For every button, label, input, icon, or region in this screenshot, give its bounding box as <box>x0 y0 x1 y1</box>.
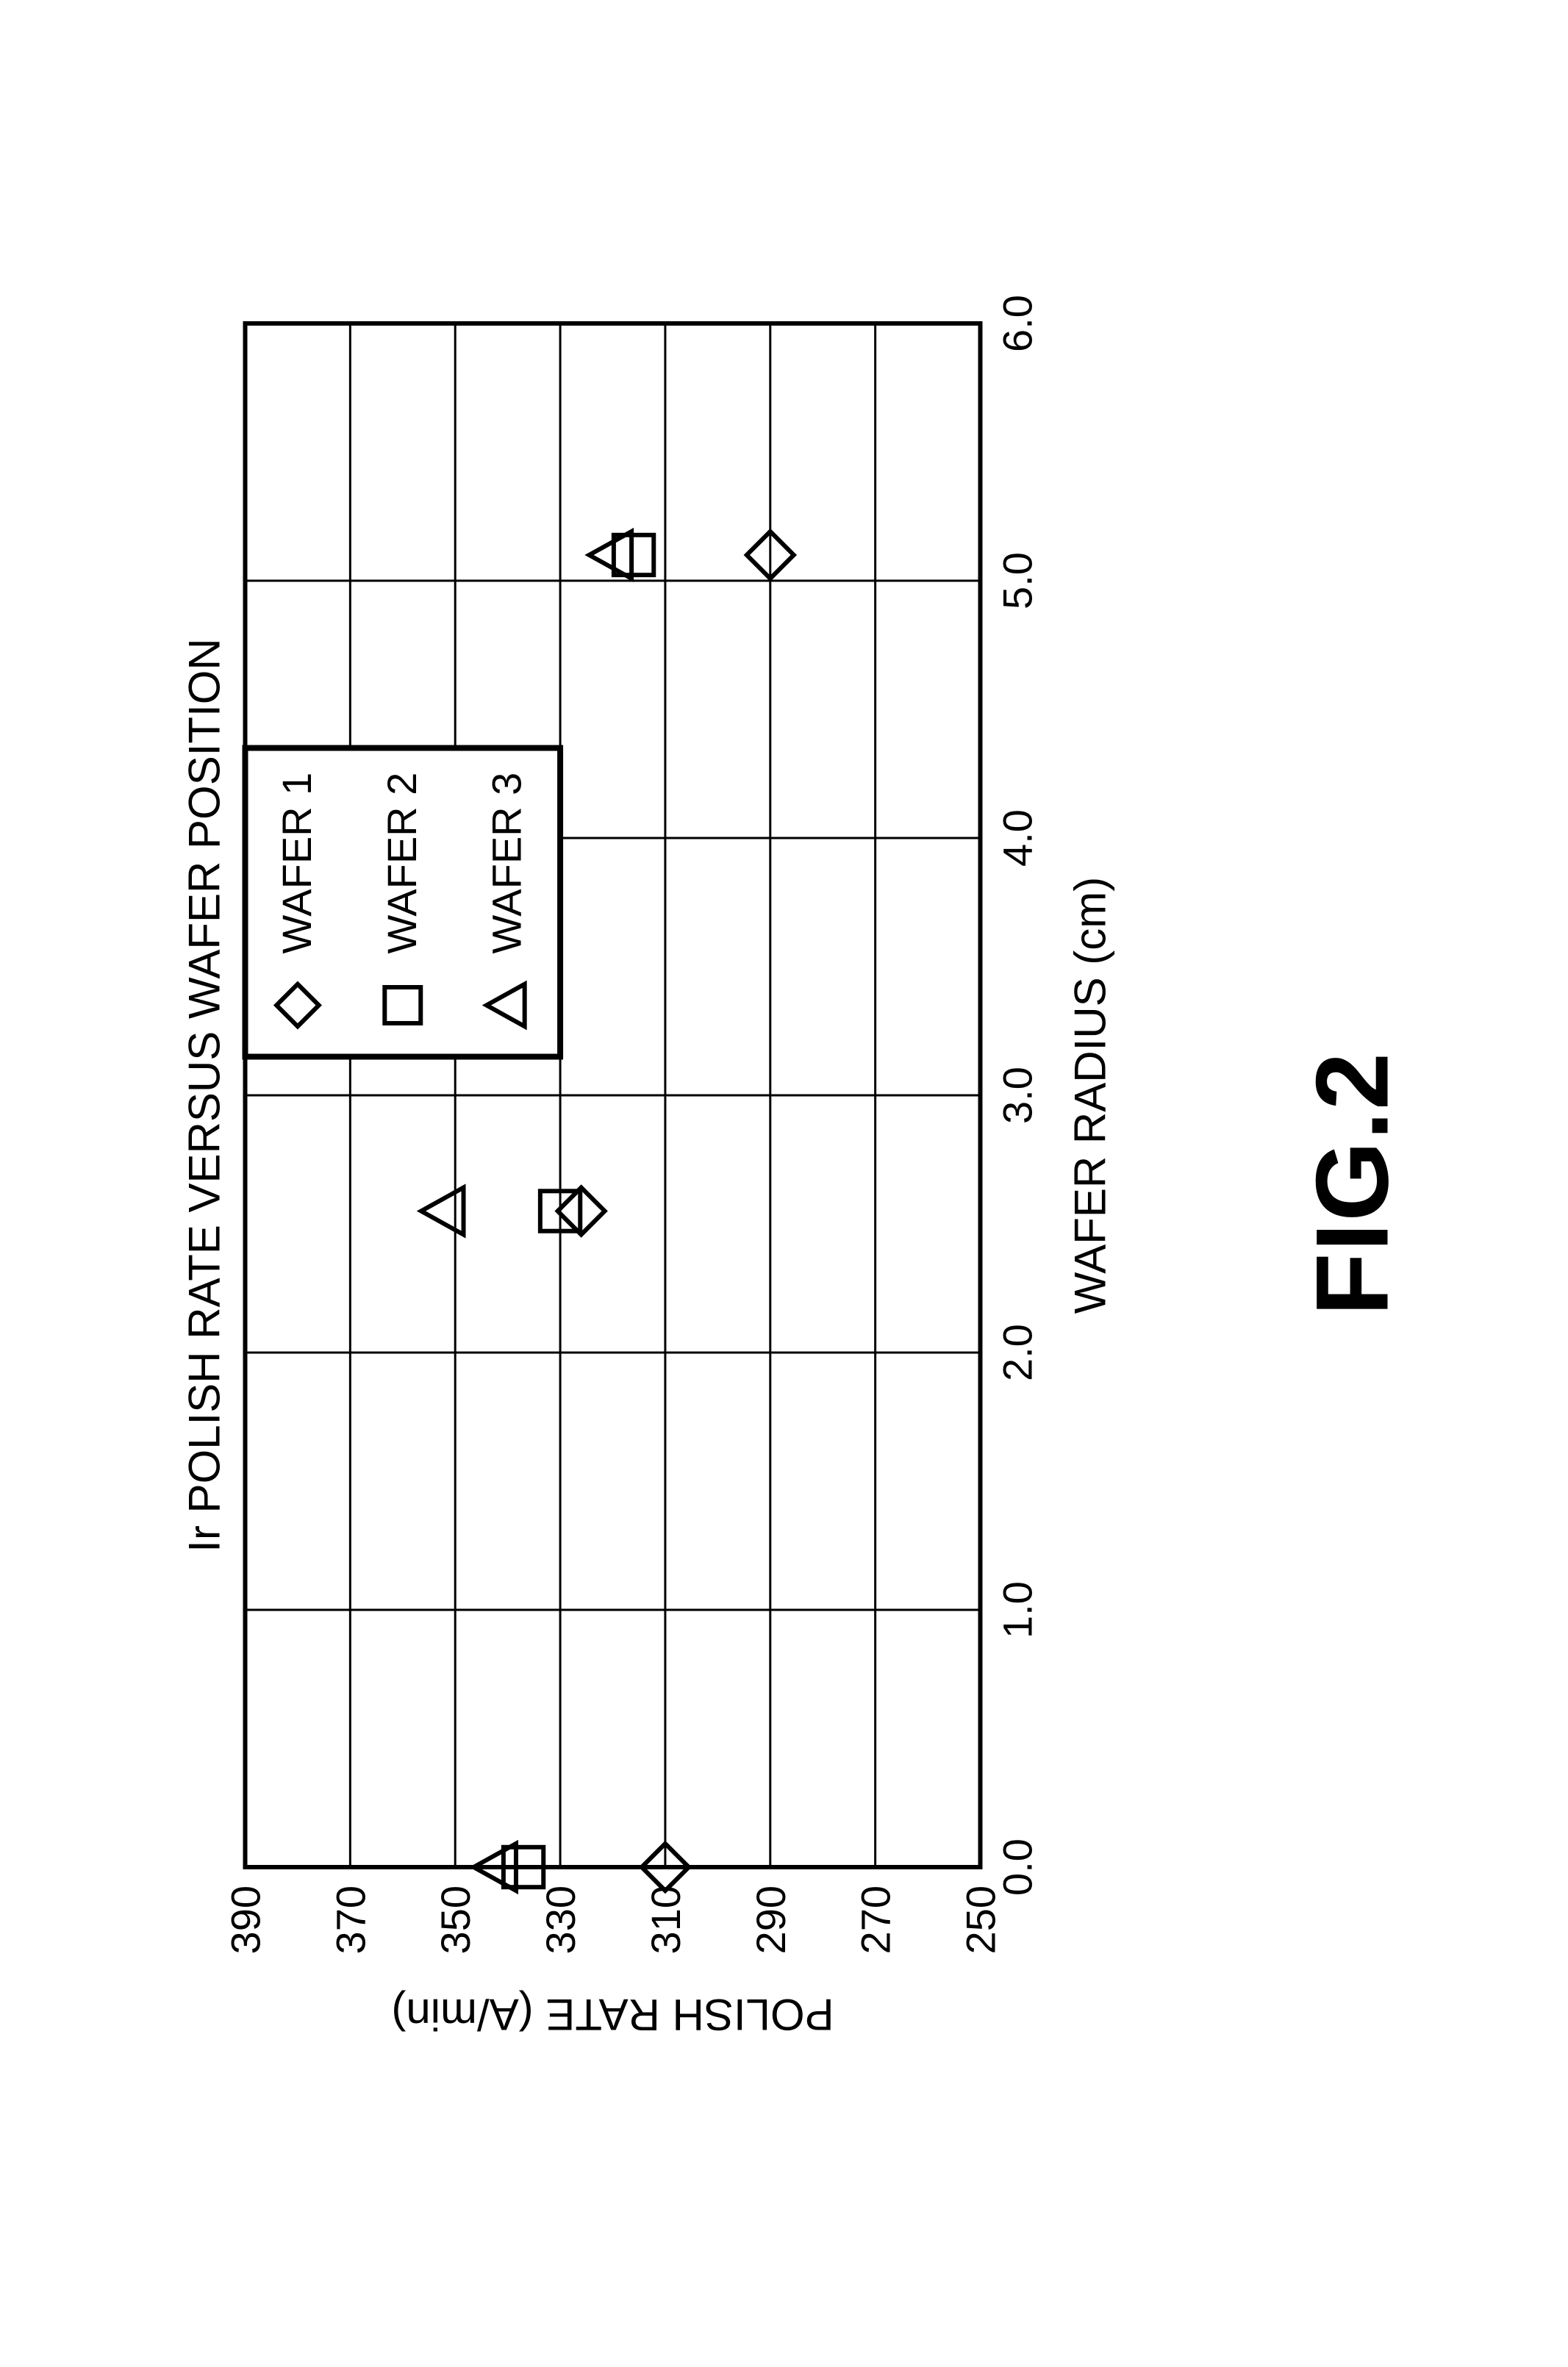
svg-text:WAFER 1: WAFER 1 <box>273 773 319 954</box>
svg-text:WAFER 3: WAFER 3 <box>483 773 529 954</box>
svg-text:250: 250 <box>957 1886 1003 1954</box>
figure-label: FIG.2 <box>1292 279 1411 2088</box>
svg-text:POLISH RATE (A/min): POLISH RATE (A/min) <box>391 1990 834 2039</box>
svg-text:WAFER RADIUS (cm): WAFER RADIUS (cm) <box>1065 877 1114 1314</box>
svg-text:370: 370 <box>327 1886 373 1954</box>
svg-text:6.0: 6.0 <box>994 295 1040 352</box>
svg-text:2.0: 2.0 <box>994 1324 1040 1381</box>
chart-svg: 0.01.02.03.04.05.06.02502702903103303503… <box>157 279 1156 2088</box>
svg-text:Ir POLISH RATE VERSUS WAFER PO: Ir POLISH RATE VERSUS WAFER POSITION <box>179 638 229 1553</box>
svg-text:290: 290 <box>747 1886 793 1954</box>
svg-text:1.0: 1.0 <box>994 1581 1040 1639</box>
svg-text:390: 390 <box>222 1886 268 1954</box>
svg-text:5.0: 5.0 <box>994 552 1040 609</box>
svg-text:3.0: 3.0 <box>994 1067 1040 1124</box>
svg-text:330: 330 <box>537 1886 584 1954</box>
svg-text:270: 270 <box>852 1886 898 1954</box>
rotated-figure-container: 0.01.02.03.04.05.06.02502702903103303503… <box>157 279 1411 2088</box>
svg-text:4.0: 4.0 <box>994 809 1040 867</box>
svg-text:350: 350 <box>432 1886 479 1954</box>
svg-text:310: 310 <box>642 1886 688 1954</box>
svg-text:WAFER 2: WAFER 2 <box>378 773 424 954</box>
